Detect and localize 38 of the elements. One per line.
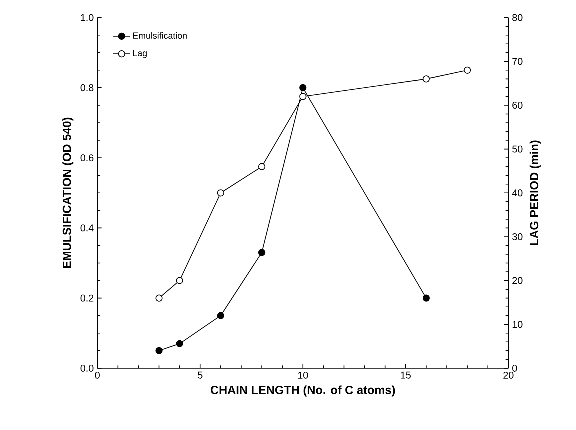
- point: [422, 294, 430, 302]
- point: [217, 312, 224, 320]
- legend-label: Emulsification: [133, 32, 187, 40]
- point: [464, 66, 472, 74]
- point: [258, 163, 266, 170]
- y-axis-title: EMULSIFICATION (OD 540): [62, 118, 74, 268]
- x-tick-label: 20: [504, 372, 514, 379]
- point: [176, 340, 184, 348]
- point: [300, 84, 307, 92]
- point: [156, 294, 163, 302]
- y2-tick-label: 0: [512, 365, 518, 372]
- y2-tick-label: 60: [512, 102, 523, 110]
- y2-tick-label: 20: [512, 277, 523, 284]
- y-tick-label: 0.4: [80, 224, 94, 232]
- y-tick-label: 1.0: [81, 14, 94, 22]
- y-tick-label: 0.2: [80, 294, 94, 302]
- x-axis-title: CHAIN LENGTH (No. of C atoms): [210, 386, 396, 397]
- point: [258, 249, 266, 256]
- point: [300, 93, 307, 100]
- point: [156, 347, 163, 355]
- y2-tick-label: 70: [512, 58, 523, 66]
- point: [176, 277, 184, 284]
- y-tick-label: 0.8: [80, 84, 94, 92]
- y2-axis-title: LAG PERIOD (min): [530, 140, 541, 246]
- point: [217, 190, 224, 197]
- y2-tick-label: 80: [512, 14, 523, 22]
- x-tick-label: 5: [198, 372, 203, 379]
- y2-tick-label: 50: [512, 146, 523, 153]
- y-tick-label: 0.6: [80, 154, 94, 162]
- x-tick-label: 10: [298, 372, 308, 379]
- y-tick-label: 0.0: [80, 365, 94, 372]
- y2-tick-label: 10: [512, 321, 523, 328]
- y2-tick-label: 40: [512, 190, 523, 197]
- point: [422, 76, 430, 83]
- x-tick-label: 15: [401, 372, 411, 379]
- legend-label: Lag: [133, 50, 147, 58]
- x-tick-label: 0: [95, 372, 100, 379]
- y2-tick-label: 30: [512, 234, 523, 241]
